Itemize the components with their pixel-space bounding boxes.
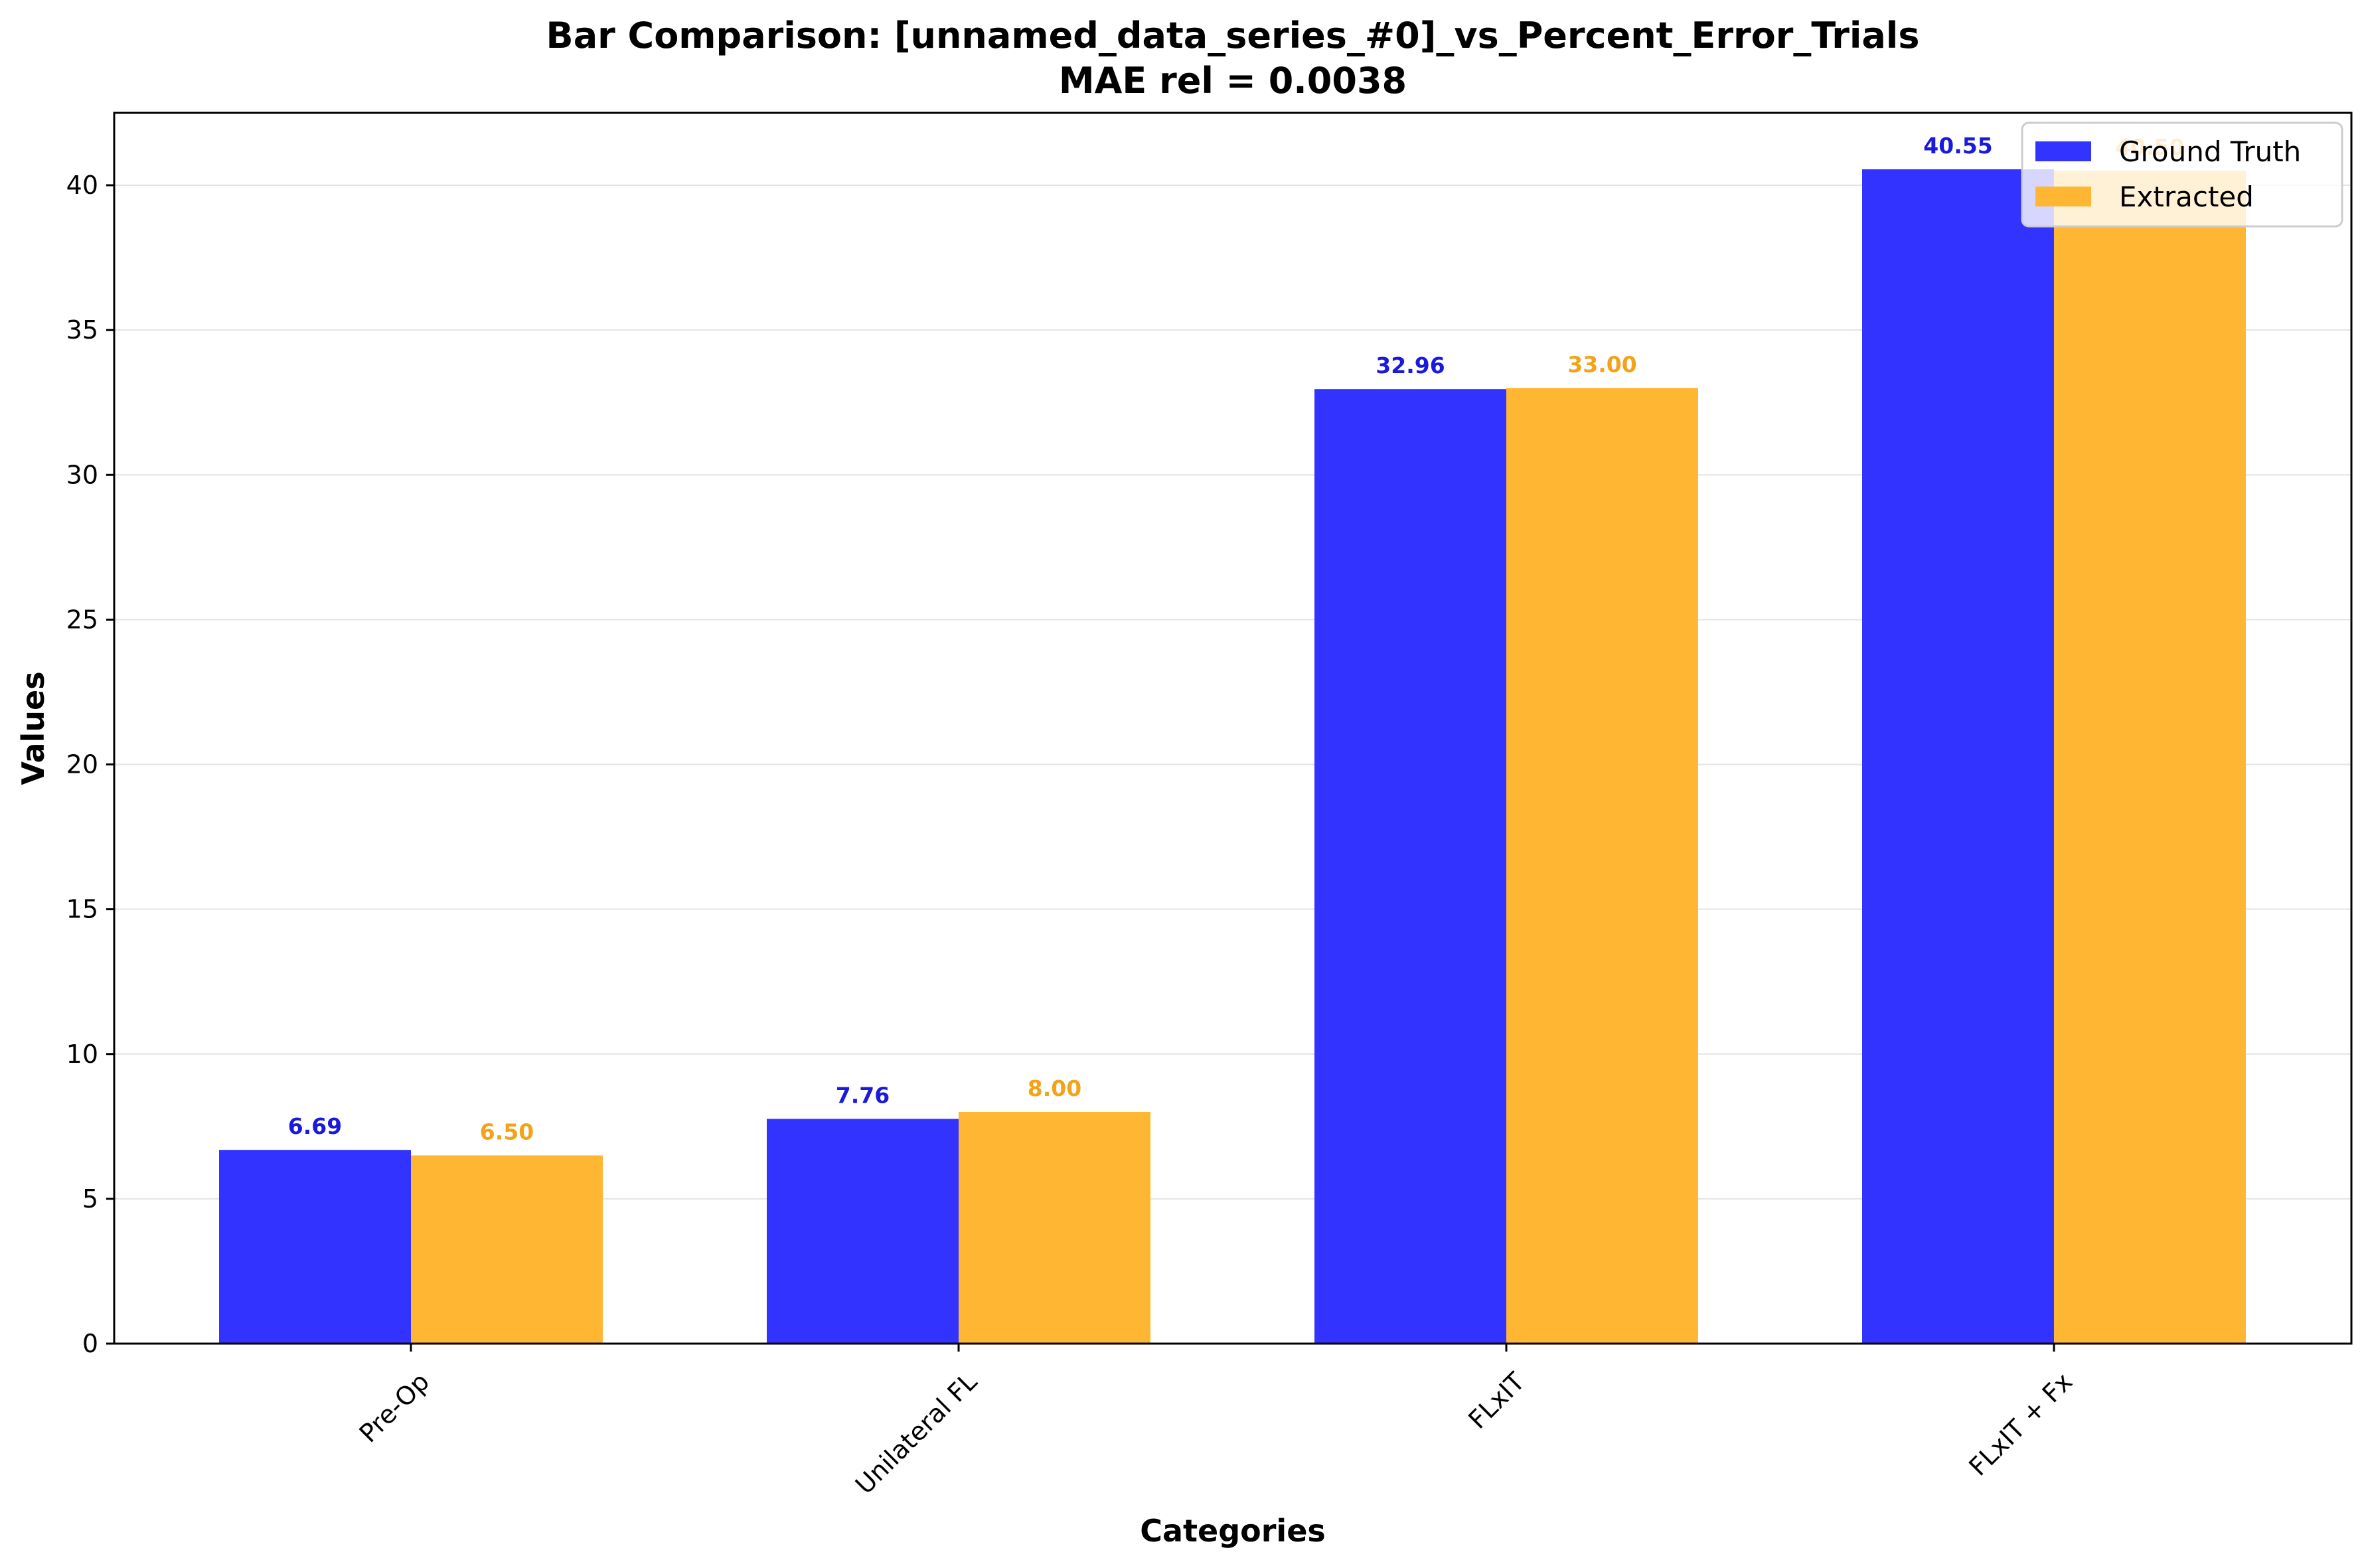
y-tick-label: 5 [82,1184,98,1214]
data-label-extracted: 33.00 [1567,351,1636,377]
bars [219,169,2246,1344]
bar-ground-truth [219,1150,411,1344]
y-tick-label: 10 [66,1040,98,1069]
data-label-extracted: 6.50 [480,1119,534,1144]
y-tick-label: 0 [82,1329,98,1358]
bar-extracted [411,1155,603,1344]
y-tick-label: 35 [66,315,98,345]
y-tick-label: 40 [66,171,98,200]
chart-subtitle: MAE rel = 0.0038 [1059,60,1407,102]
data-label-ground-truth: 32.96 [1376,353,1445,378]
bar-extracted [1506,388,1698,1344]
x-axis-label: Categories [1140,1513,1326,1549]
legend-label-ground-truth: Ground Truth [2119,135,2301,168]
y-tick-label: 30 [66,460,98,489]
y-tick-label: 15 [66,895,98,924]
legend: Ground Truth Extracted [2021,121,2343,228]
plot-area-frame [113,112,2353,1345]
data-label-extracted: 8.00 [1028,1075,1081,1101]
chart-title: Bar Comparison: [unnamed_data_series_#0]… [546,15,1920,56]
bar-extracted [959,1112,1150,1344]
bar-ground-truth [767,1119,959,1344]
y-tick-label: 20 [66,750,98,779]
y-tick-label: 25 [66,605,98,634]
legend-swatch-ground-truth [2035,141,2091,161]
legend-frame [2021,121,2343,228]
bar-extracted [2054,171,2246,1344]
bar-ground-truth [1314,389,1506,1344]
y-axis-label: Values [15,671,51,785]
bar-ground-truth [1862,169,2054,1344]
legend-label-extracted: Extracted [2119,181,2254,213]
legend-swatch-extracted [2035,187,2091,206]
data-label-ground-truth: 40.55 [1923,133,1992,159]
data-label-ground-truth: 7.76 [836,1082,890,1108]
data-label-ground-truth: 6.69 [288,1113,342,1139]
y-axis-ticks: 0 5 10 15 20 25 30 35 40 [66,171,114,1358]
